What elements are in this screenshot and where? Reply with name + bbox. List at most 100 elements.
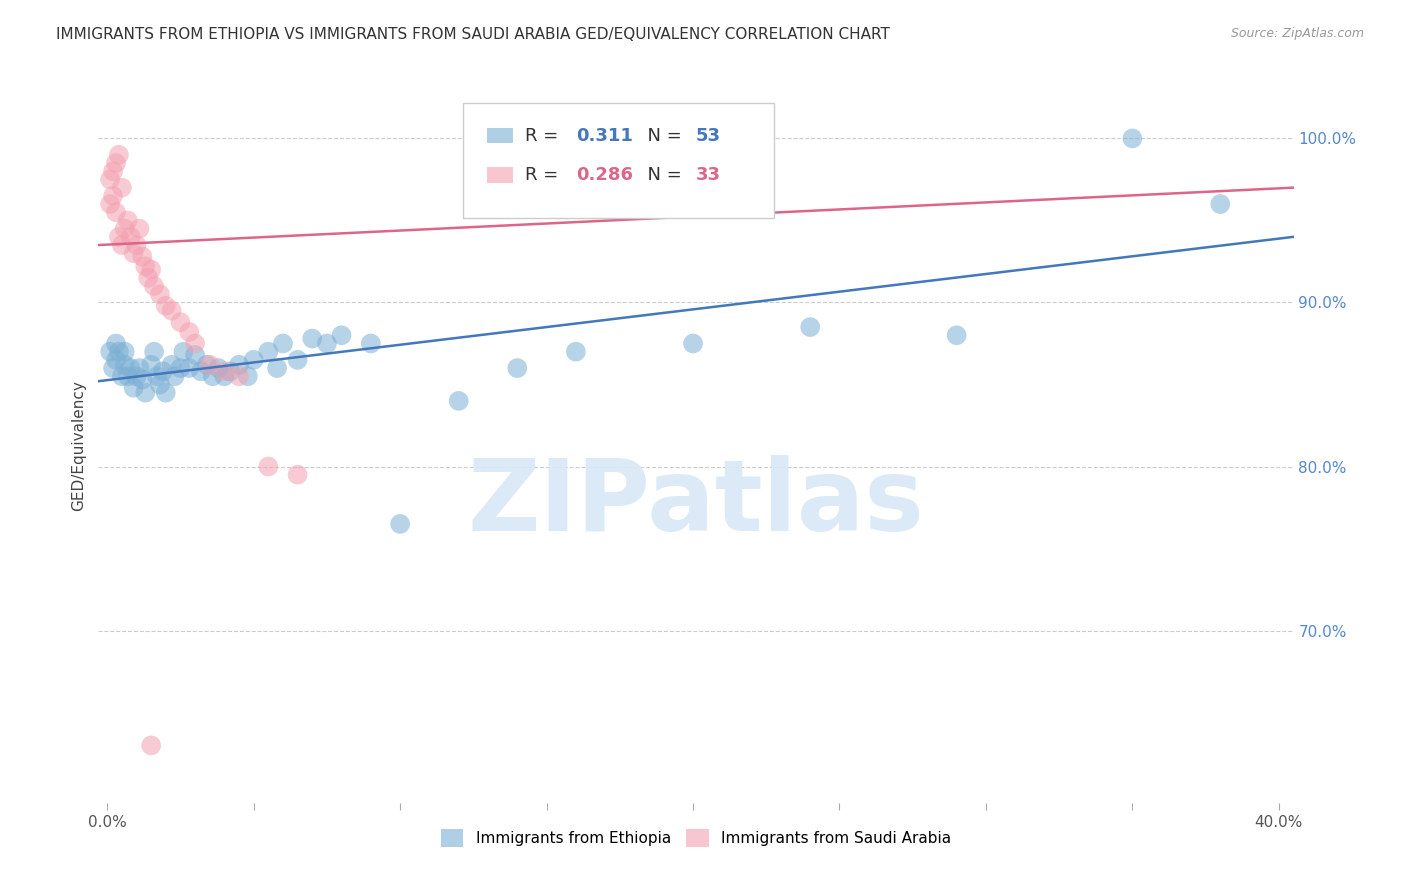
Point — [111, 180, 134, 194]
Text: N =: N = — [637, 166, 688, 184]
Point — [98, 172, 121, 186]
Point — [799, 320, 821, 334]
Text: 33: 33 — [696, 166, 721, 184]
Point — [163, 369, 186, 384]
Point — [134, 385, 156, 400]
Text: R =: R = — [524, 166, 564, 184]
Point — [214, 364, 236, 378]
Point — [114, 358, 136, 372]
Point — [152, 364, 174, 378]
Point — [945, 328, 967, 343]
Point — [228, 369, 250, 384]
Point — [105, 336, 127, 351]
Point — [219, 364, 242, 378]
Point — [105, 205, 127, 219]
Point — [122, 381, 145, 395]
Point — [101, 189, 124, 203]
FancyBboxPatch shape — [486, 167, 513, 183]
Point — [108, 148, 131, 162]
Point — [101, 361, 124, 376]
Point — [141, 358, 163, 372]
Point — [242, 352, 264, 367]
Point — [179, 361, 201, 376]
Point — [360, 336, 382, 351]
Point — [98, 197, 121, 211]
Text: N =: N = — [637, 127, 688, 145]
Legend: Immigrants from Ethiopia, Immigrants from Saudi Arabia: Immigrants from Ethiopia, Immigrants fro… — [429, 816, 963, 859]
Point — [184, 348, 207, 362]
Text: 53: 53 — [696, 127, 721, 145]
Point — [389, 516, 412, 531]
Point — [141, 262, 163, 277]
Point — [198, 358, 221, 372]
Point — [111, 369, 134, 384]
Point — [257, 459, 280, 474]
Point — [315, 336, 337, 351]
Point — [117, 213, 139, 227]
Point — [108, 230, 131, 244]
Point — [266, 361, 288, 376]
Point — [169, 315, 191, 329]
Text: 0.311: 0.311 — [576, 127, 633, 145]
Point — [141, 739, 163, 753]
Point — [565, 344, 588, 359]
Point — [143, 344, 166, 359]
Point — [1209, 197, 1232, 211]
Point — [287, 467, 309, 482]
Y-axis label: GED/Equivalency: GED/Equivalency — [72, 381, 87, 511]
Point — [134, 260, 156, 274]
Point — [195, 358, 218, 372]
Point — [128, 361, 150, 376]
Point — [101, 164, 124, 178]
Point — [128, 221, 150, 235]
Text: Source: ZipAtlas.com: Source: ZipAtlas.com — [1230, 27, 1364, 40]
Point — [287, 352, 309, 367]
Point — [179, 325, 201, 339]
Point — [120, 230, 142, 244]
Point — [149, 287, 172, 301]
Point — [117, 369, 139, 384]
Point — [105, 156, 127, 170]
Point — [184, 336, 207, 351]
Point — [146, 369, 169, 384]
Point — [98, 344, 121, 359]
Point — [143, 279, 166, 293]
Point — [136, 270, 159, 285]
Point — [105, 352, 127, 367]
Point — [131, 250, 153, 264]
Point — [160, 303, 183, 318]
Text: R =: R = — [524, 127, 564, 145]
Point — [114, 221, 136, 235]
Point — [682, 336, 704, 351]
Point — [172, 344, 194, 359]
Point — [155, 385, 177, 400]
Point — [114, 344, 136, 359]
Point — [108, 344, 131, 359]
Point — [301, 332, 323, 346]
Text: IMMIGRANTS FROM ETHIOPIA VS IMMIGRANTS FROM SAUDI ARABIA GED/EQUIVALENCY CORRELA: IMMIGRANTS FROM ETHIOPIA VS IMMIGRANTS F… — [56, 27, 890, 42]
Point — [131, 373, 153, 387]
Point — [169, 361, 191, 376]
Point — [1121, 131, 1143, 145]
Point — [447, 393, 470, 408]
Point — [330, 328, 353, 343]
Point — [122, 246, 145, 260]
Point — [190, 364, 212, 378]
Point — [214, 369, 236, 384]
Point — [160, 358, 183, 372]
Point — [149, 377, 172, 392]
Point — [155, 299, 177, 313]
Point — [207, 361, 229, 376]
Point — [125, 238, 148, 252]
Point — [228, 358, 250, 372]
FancyBboxPatch shape — [463, 103, 773, 218]
Point — [271, 336, 294, 351]
Point — [201, 369, 224, 384]
Point — [120, 361, 142, 376]
FancyBboxPatch shape — [486, 128, 513, 144]
Point — [236, 369, 259, 384]
Text: ZIPatlas: ZIPatlas — [468, 455, 924, 551]
Point — [506, 361, 529, 376]
Point — [257, 344, 280, 359]
Point — [125, 369, 148, 384]
